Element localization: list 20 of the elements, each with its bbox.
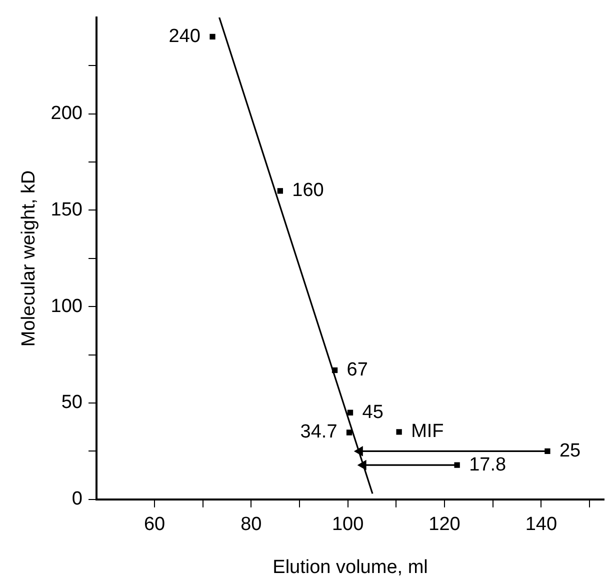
x-tick-label: 80 [240,514,262,536]
data-label: 25 [559,440,581,462]
x-tick-label: 100 [332,514,364,536]
data-label: 67 [346,359,368,380]
y-axis-title: Molecular weight, kD [18,170,40,347]
y-tick-label: 200 [50,103,82,124]
x-tick-label: 140 [525,514,558,536]
data-label: 160 [292,180,324,202]
data-label: 45 [362,402,384,423]
data-label: 17.8 [469,454,506,476]
data-label: 34.7 [300,422,338,443]
y-tick-label: 50 [61,392,82,414]
data-label: 240 [168,26,200,47]
x-axis-title: Elution volume, ml [272,556,428,578]
y-tick-label: 100 [50,296,82,317]
y-tick-label: 150 [50,199,82,220]
x-tick-label: 60 [144,514,166,536]
y-tick-label: 0 [72,488,82,510]
x-tick-label: 120 [428,514,460,536]
data-label: MIF [411,421,444,442]
